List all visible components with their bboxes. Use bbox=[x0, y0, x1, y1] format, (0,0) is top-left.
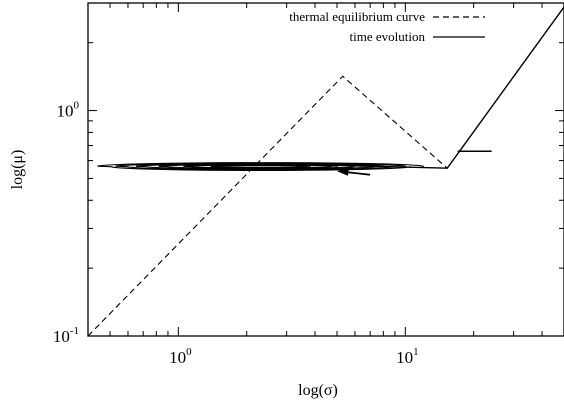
plot-frame bbox=[87, 2, 564, 337]
labels-layer: 100 101 10-1 100 log(σ) log(μ) bbox=[9, 100, 419, 399]
x-axis-label: log(σ) bbox=[298, 382, 338, 399]
evolution-loop bbox=[115, 162, 406, 171]
x-tick-label: 100 bbox=[169, 346, 192, 367]
legend-label: time evolution bbox=[350, 29, 426, 44]
series-line-0 bbox=[87, 75, 448, 337]
evolution-loop bbox=[158, 163, 363, 169]
evolution-loop bbox=[210, 165, 311, 168]
annotation-layer bbox=[336, 150, 492, 176]
series-layer bbox=[87, 6, 564, 337]
y-tick-label: 100 bbox=[57, 100, 80, 121]
evolution-loop bbox=[135, 163, 386, 170]
direction-arrow-head bbox=[336, 166, 349, 176]
evolution-loop bbox=[97, 162, 425, 172]
legend: thermal equilibrium curve time evolution bbox=[289, 9, 485, 44]
legend-label: thermal equilibrium curve bbox=[289, 9, 425, 24]
y-axis-label: log(μ) bbox=[9, 150, 26, 190]
x-tick-label: 101 bbox=[396, 346, 419, 367]
y-tick-label: 10-1 bbox=[53, 325, 79, 346]
evolution-loop bbox=[183, 164, 338, 169]
